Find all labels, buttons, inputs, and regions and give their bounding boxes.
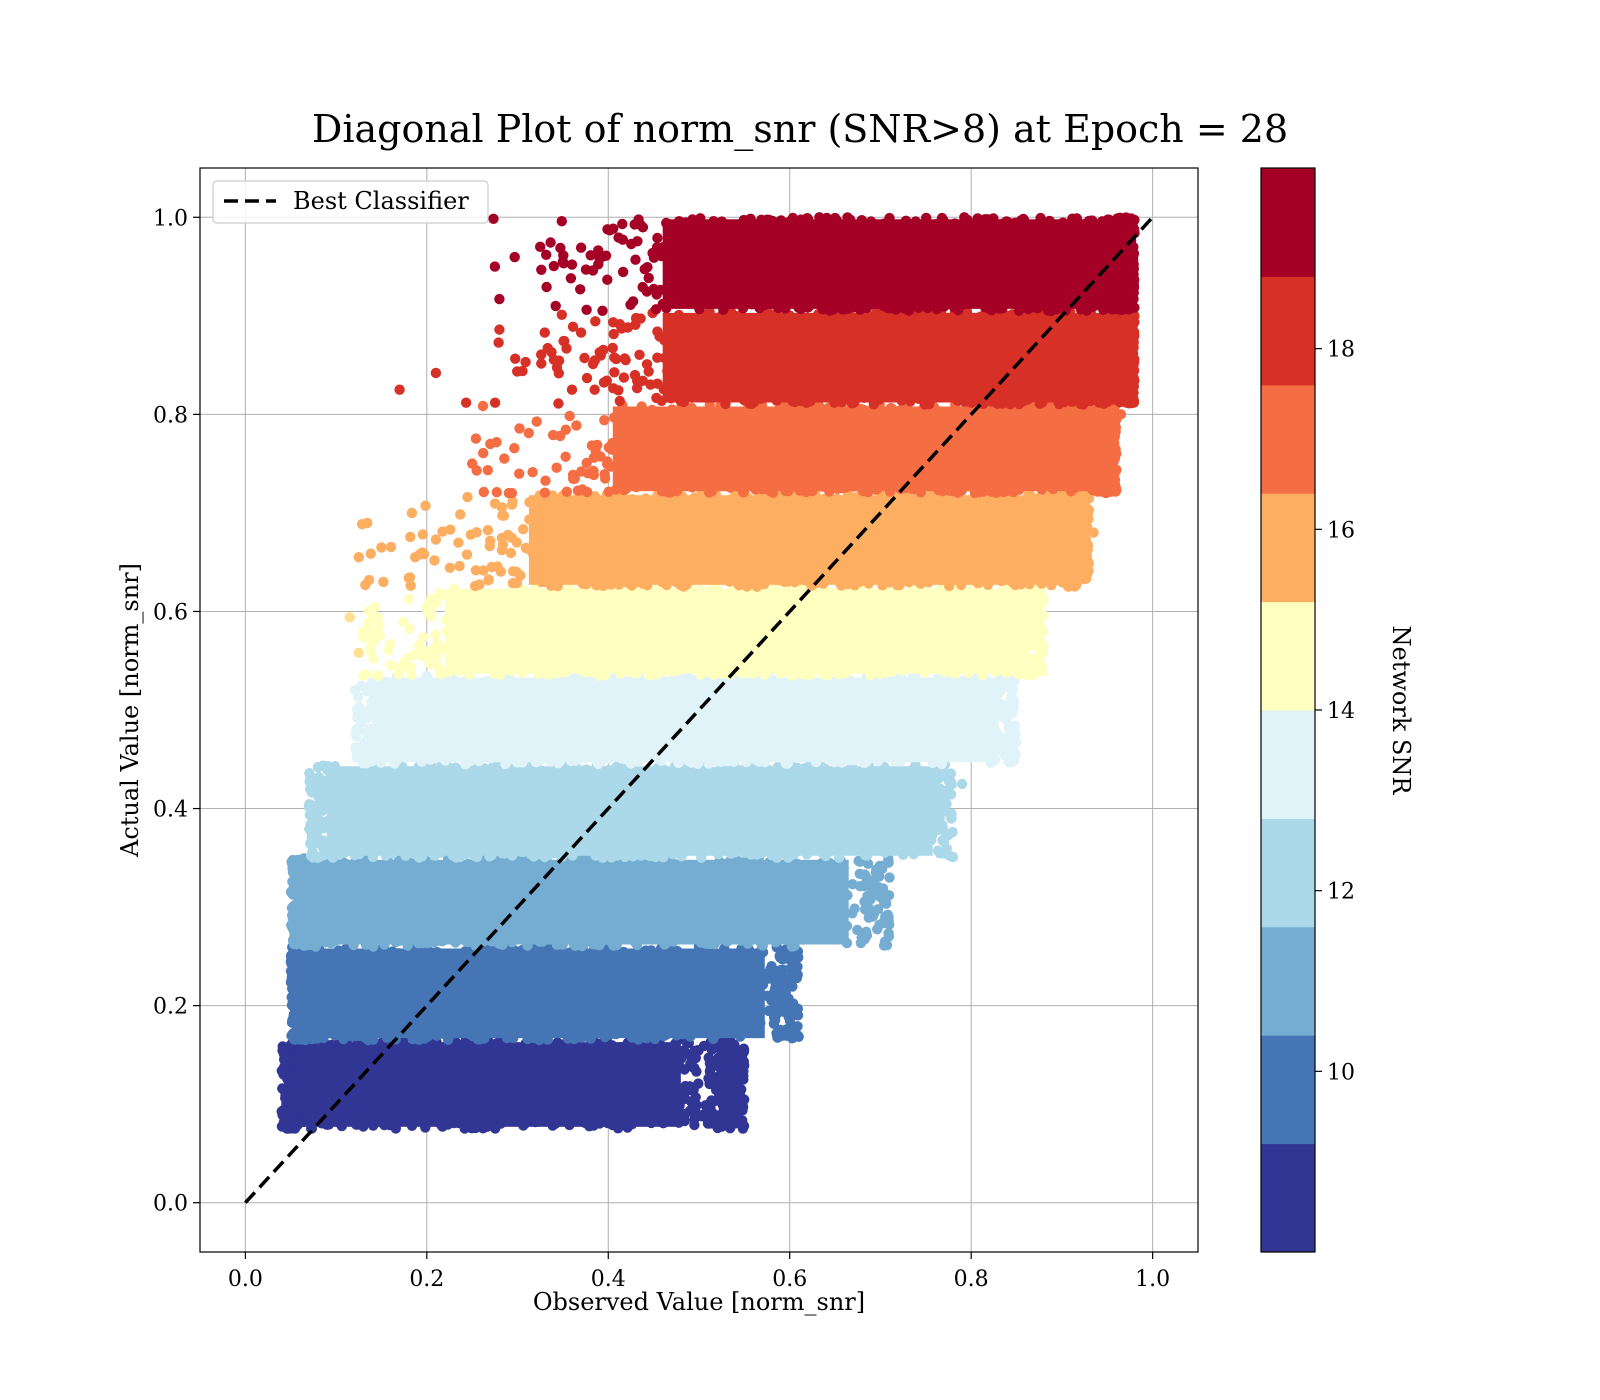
data-point <box>284 1121 295 1133</box>
data-point <box>703 1052 714 1064</box>
data-point <box>711 1110 722 1121</box>
data-point <box>276 1106 287 1117</box>
data-point <box>293 960 304 972</box>
data-point <box>290 1052 301 1064</box>
data-point <box>783 995 794 1006</box>
data-point <box>712 1122 723 1134</box>
data-point <box>932 845 944 856</box>
data-point <box>861 877 872 888</box>
band-body <box>299 1042 681 1127</box>
data-point <box>772 1032 783 1043</box>
band-body <box>308 948 765 1039</box>
data-point <box>726 1043 738 1055</box>
data-point <box>792 1021 803 1032</box>
data-point <box>738 1066 749 1077</box>
scatter-points <box>276 212 1140 1134</box>
data-point <box>295 1009 307 1020</box>
band-body <box>308 859 849 945</box>
data-point <box>292 987 303 999</box>
data-point <box>679 1108 691 1120</box>
data-point <box>705 1063 716 1075</box>
data-point <box>881 898 892 909</box>
data-point <box>292 910 303 921</box>
data-point <box>285 976 297 987</box>
data-point <box>874 919 885 930</box>
data-point <box>883 857 894 868</box>
data-point <box>792 1030 804 1041</box>
data-point <box>693 1078 704 1089</box>
data-point <box>724 1123 736 1134</box>
data-point <box>863 902 874 913</box>
data-point <box>299 934 311 945</box>
data-point <box>688 1054 699 1065</box>
data-point <box>283 1065 294 1077</box>
data-point <box>732 1102 743 1113</box>
data-point <box>679 1093 691 1105</box>
data-point <box>883 911 894 922</box>
data-point <box>297 921 308 932</box>
data-point <box>680 1080 691 1092</box>
data-point <box>691 1066 702 1077</box>
data-point <box>854 868 865 879</box>
data-point <box>785 965 797 976</box>
data-point <box>293 880 304 891</box>
chart-title: Diagonal Plot of norm_snr (SNR>8) at Epo… <box>312 107 1288 152</box>
data-point <box>735 1116 746 1127</box>
data-point <box>847 879 858 890</box>
data-point <box>724 1111 736 1123</box>
data-point <box>291 1020 303 1032</box>
data-point <box>792 1010 804 1021</box>
data-point <box>793 952 804 963</box>
data-point <box>717 1098 728 1109</box>
data-point <box>286 920 297 931</box>
data-point <box>710 1084 722 1096</box>
data-point <box>294 858 305 869</box>
data-point <box>769 1012 780 1024</box>
data-point <box>873 884 884 895</box>
data-point <box>688 1099 700 1110</box>
data-point <box>700 1100 711 1111</box>
data-point <box>781 1030 792 1041</box>
data-point <box>707 1072 718 1084</box>
data-point <box>772 1003 783 1014</box>
data-point <box>717 1066 729 1077</box>
data-point <box>861 930 873 941</box>
